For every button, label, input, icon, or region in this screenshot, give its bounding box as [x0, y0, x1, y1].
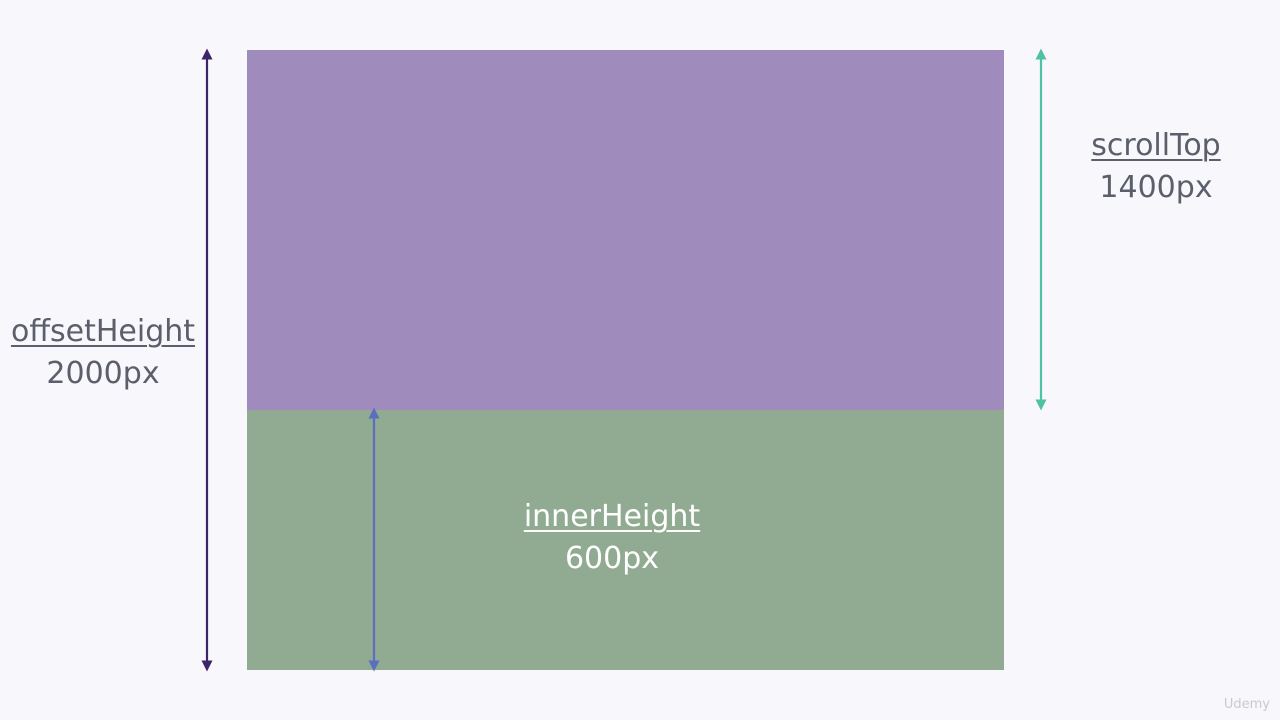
- scroll-top-name: scrollTop: [1091, 128, 1221, 163]
- udemy-watermark: Udemy: [1223, 697, 1270, 712]
- offset-height-name: offsetHeight: [10, 314, 196, 349]
- scroll-top-value: 1400px: [1099, 170, 1213, 205]
- inner-height-label: innerHeight 600px: [492, 497, 732, 581]
- scrolled-region: [247, 50, 1004, 410]
- offset-height-value: 2000px: [46, 356, 160, 391]
- scroll-top-label: scrollTop 1400px: [1062, 126, 1250, 210]
- inner-height-name: innerHeight: [523, 499, 701, 534]
- inner-height-value: 600px: [564, 541, 660, 576]
- offset-height-label: offsetHeight 2000px: [0, 312, 206, 396]
